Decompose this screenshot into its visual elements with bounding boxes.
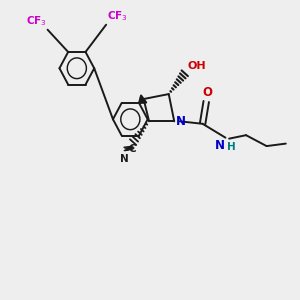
Text: CF$_3$: CF$_3$ [26,14,47,28]
Text: N: N [215,139,225,152]
Text: H: H [227,142,236,152]
Text: N: N [120,154,128,164]
Text: C: C [128,144,136,154]
Text: OH: OH [187,61,206,71]
Text: CF$_3$: CF$_3$ [107,9,128,23]
Text: N: N [176,115,186,128]
Text: O: O [202,85,212,98]
